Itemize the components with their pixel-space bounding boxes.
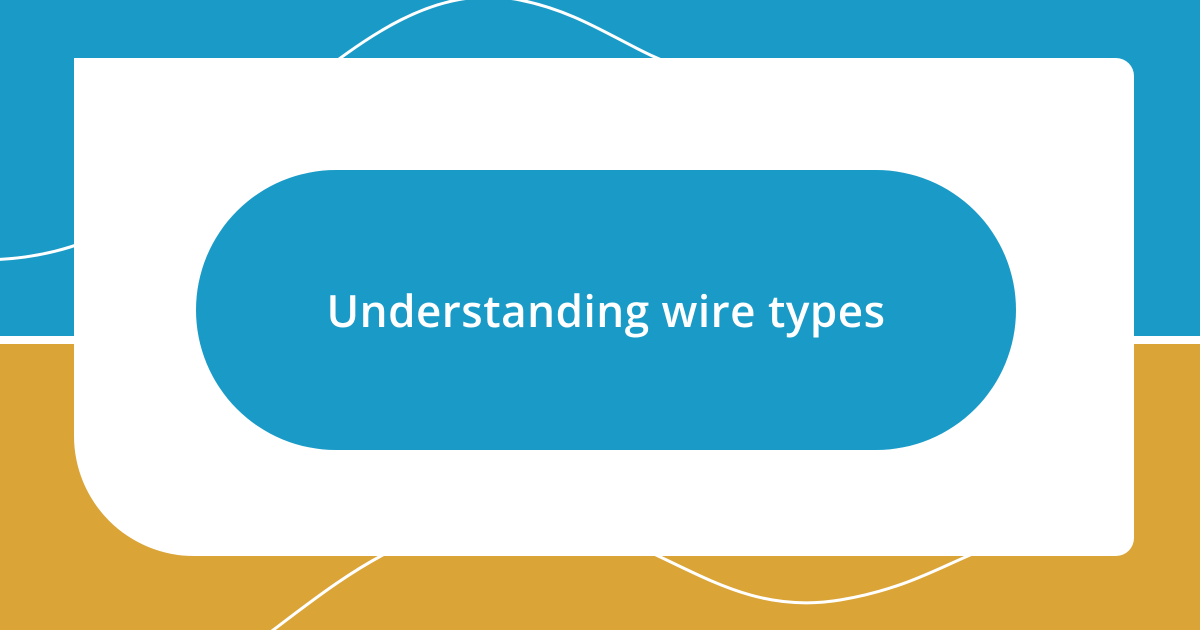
wire-bottom — [0, 0, 1200, 630]
wire-bottom-path — [260, 519, 1100, 630]
